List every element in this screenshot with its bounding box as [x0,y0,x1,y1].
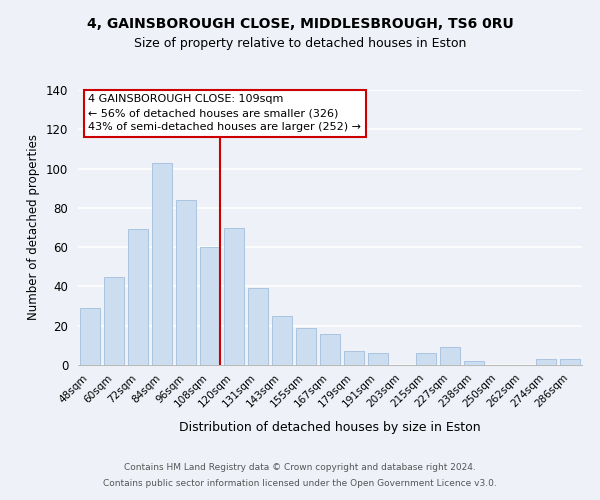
Text: Contains public sector information licensed under the Open Government Licence v3: Contains public sector information licen… [103,478,497,488]
Bar [320,334,340,365]
Bar [464,361,484,365]
Bar [296,328,316,365]
Bar [200,247,220,365]
Bar [80,308,100,365]
Bar [560,359,580,365]
Bar [536,359,556,365]
Bar [176,200,196,365]
Bar [128,230,148,365]
Text: 4, GAINSBOROUGH CLOSE, MIDDLESBROUGH, TS6 0RU: 4, GAINSBOROUGH CLOSE, MIDDLESBROUGH, TS… [86,18,514,32]
Bar [152,162,172,365]
Y-axis label: Number of detached properties: Number of detached properties [28,134,40,320]
Text: Contains HM Land Registry data © Crown copyright and database right 2024.: Contains HM Land Registry data © Crown c… [124,464,476,472]
Bar [224,228,244,365]
Bar [272,316,292,365]
Bar [248,288,268,365]
Bar [104,276,124,365]
Text: 4 GAINSBOROUGH CLOSE: 109sqm
← 56% of detached houses are smaller (326)
43% of s: 4 GAINSBOROUGH CLOSE: 109sqm ← 56% of de… [88,94,361,132]
X-axis label: Distribution of detached houses by size in Eston: Distribution of detached houses by size … [179,420,481,434]
Bar [368,353,388,365]
Bar [440,348,460,365]
Text: Size of property relative to detached houses in Eston: Size of property relative to detached ho… [134,38,466,51]
Bar [344,351,364,365]
Bar [416,353,436,365]
